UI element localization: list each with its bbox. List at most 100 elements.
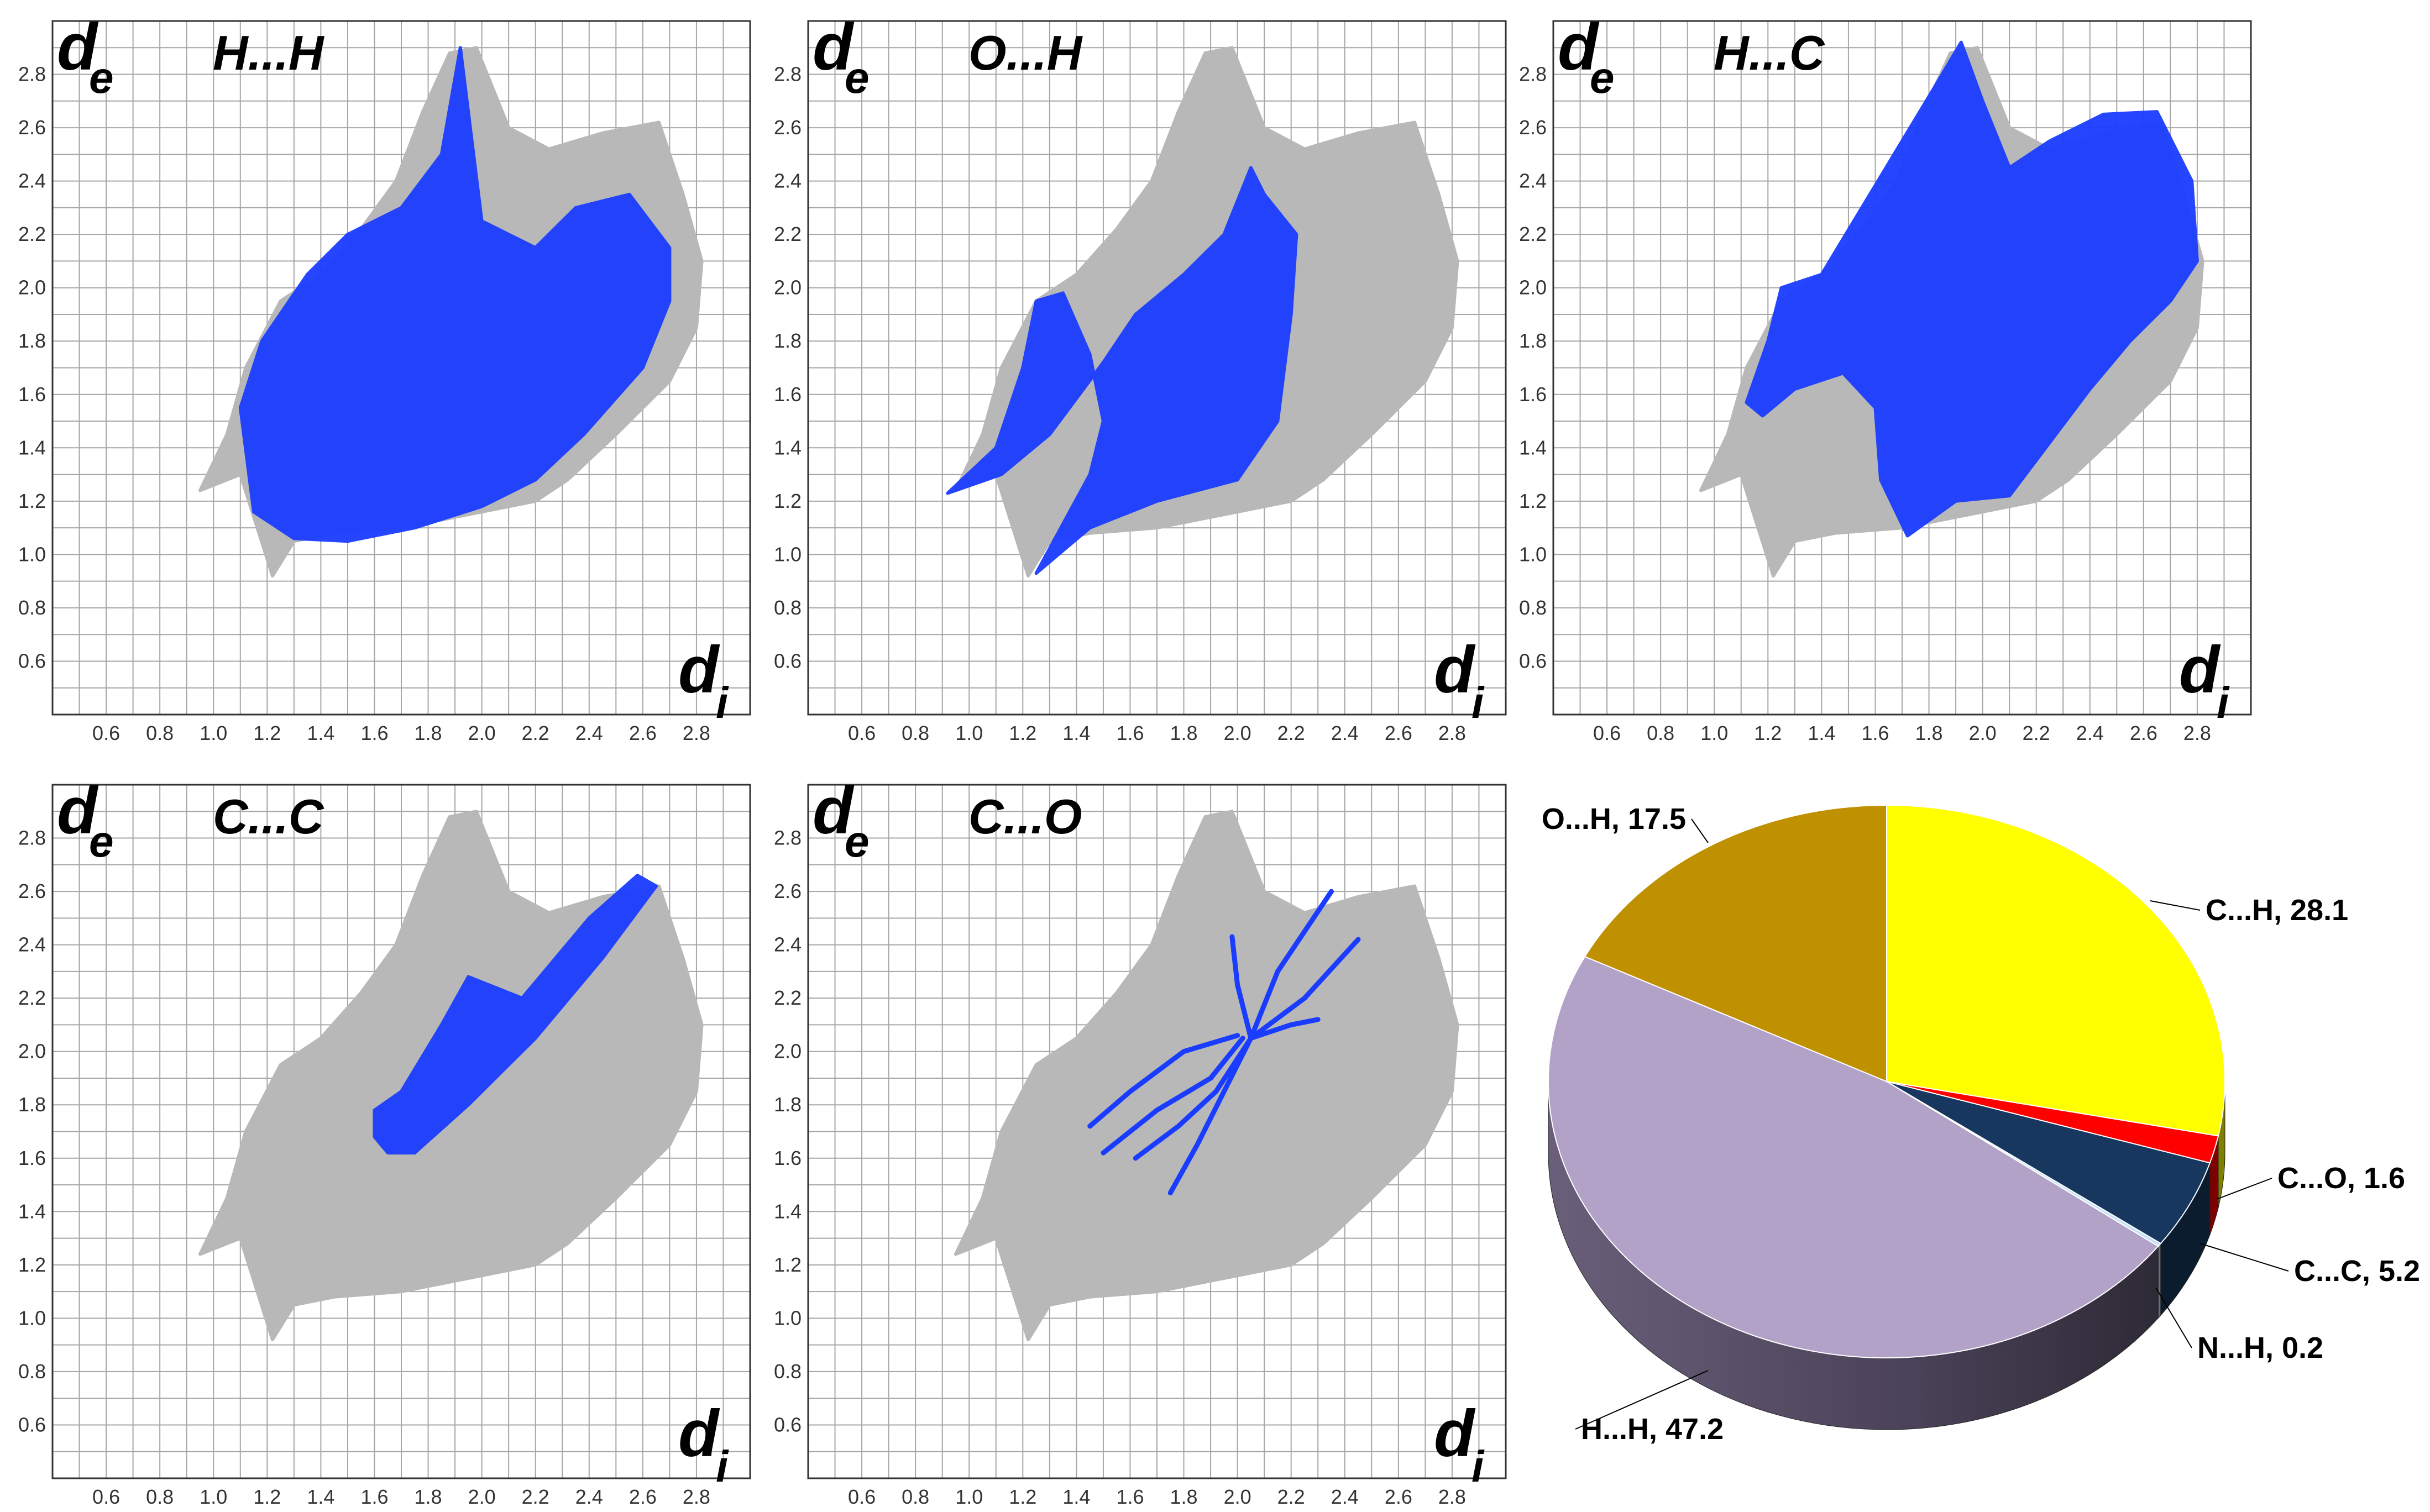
- y-tick-label: 0.8: [1519, 596, 1547, 619]
- y-tick-label: 2.8: [774, 827, 802, 849]
- x-tick-label: 1.4: [1808, 722, 1835, 744]
- y-tick-label: 1.4: [774, 1200, 802, 1222]
- x-tick-label: 1.8: [1170, 722, 1198, 744]
- series-full-fingerprint: [954, 810, 1459, 1341]
- x-axis-label: d: [678, 1397, 720, 1471]
- series-line: [1229, 934, 1254, 1041]
- y-tick-label: 1.2: [1519, 490, 1547, 512]
- x-tick-label: 2.0: [468, 722, 496, 744]
- x-tick-label: 2.4: [1331, 722, 1359, 744]
- pie-leader-line: [2155, 1287, 2192, 1348]
- x-tick-label: 2.6: [629, 722, 657, 744]
- x-axis-label: d: [1434, 633, 1476, 707]
- series-highlighted-contacts: [946, 166, 1298, 575]
- x-tick-label: 1.6: [360, 722, 388, 744]
- y-tick-label: 1.2: [774, 1253, 802, 1276]
- y-tick-label: 1.6: [1519, 383, 1547, 406]
- y-tick-label: 1.6: [774, 1147, 802, 1169]
- x-axis-label: d: [2179, 633, 2221, 707]
- x-tick-label: 1.6: [360, 1485, 388, 1508]
- series-line: [1133, 1036, 1254, 1161]
- y-tick-label: 2.4: [1519, 170, 1547, 192]
- x-tick-label: 2.2: [522, 1485, 549, 1508]
- series-region: [946, 166, 1298, 575]
- y-tick-label: 2.8: [18, 827, 46, 849]
- y-tick-label: 1.4: [774, 436, 802, 459]
- series-highlighted-contacts: [1745, 40, 2199, 538]
- x-tick-label: 1.2: [1754, 722, 1782, 744]
- y-tick-label: 2.8: [774, 63, 802, 86]
- y-tick-label: 2.4: [18, 170, 46, 192]
- x-tick-label: 0.8: [902, 722, 929, 744]
- x-tick-label: 1.2: [253, 722, 281, 744]
- pie-leader-line: [1691, 818, 1709, 843]
- x-tick-label: 2.2: [522, 722, 549, 744]
- plot-title: H...H: [213, 25, 325, 80]
- y-tick-label: 2.6: [18, 116, 46, 139]
- series-line: [1248, 937, 1361, 1041]
- y-tick-label: 2.8: [18, 63, 46, 86]
- y-axis-label: d: [57, 10, 99, 84]
- y-tick-label: 2.2: [1519, 223, 1547, 245]
- y-tick-label: 2.6: [774, 116, 802, 139]
- y-tick-label: 1.8: [774, 1093, 802, 1116]
- y-tick-label: 1.8: [774, 329, 802, 352]
- pie-labels: C...H, 28.1 C...O, 1.6 C...C, 5.2 N...H, 0.…: [1542, 802, 2420, 1446]
- x-tick-label: 1.0: [1700, 722, 1728, 744]
- y-tick-label: 2.0: [1519, 276, 1547, 299]
- y-tick-label: 1.0: [774, 543, 802, 565]
- x-tick-label: 1.2: [253, 1485, 281, 1508]
- x-tick-label: 1.8: [1170, 1485, 1198, 1508]
- x-tick-label: 2.0: [1224, 1485, 1251, 1508]
- x-tick-label: 0.8: [146, 722, 174, 744]
- y-tick-label: 0.8: [774, 596, 802, 619]
- x-tick-label: 1.2: [1009, 1485, 1036, 1508]
- fingerprint-plot-c-c: 0.6 0.8 1.0 1.2 1.4 1.6 1.8 2.0 2.2 2.4 2.6 2.8 0.6 0…: [18, 774, 751, 1508]
- y-tick-label: 0.6: [18, 649, 46, 672]
- y-axis-label-subscript: e: [89, 53, 114, 102]
- plot-frame: [51, 784, 751, 1479]
- y-tick-label: 1.8: [1519, 329, 1547, 352]
- y-tick-label: 1.6: [18, 1147, 46, 1169]
- x-tick-label: 2.8: [1438, 722, 1466, 744]
- y-tick-label: 1.2: [18, 1253, 46, 1276]
- x-tick-label: 2.8: [683, 722, 710, 744]
- y-tick-label: 1.0: [1519, 543, 1547, 565]
- series-region: [1745, 40, 2199, 538]
- x-tick-label: 0.6: [848, 722, 876, 744]
- pie-label-n-h: N...H, 0.2: [2197, 1331, 2323, 1364]
- series-line: [1167, 1036, 1254, 1195]
- plot-title: O...H: [968, 25, 1083, 80]
- x-tick-label: 1.0: [200, 722, 227, 744]
- x-axis-label: d: [1434, 1397, 1476, 1471]
- y-tick-label: 2.4: [774, 170, 802, 192]
- pie-label-c-c: C...C, 5.2: [2294, 1254, 2420, 1288]
- x-tick-label: 2.6: [1385, 1485, 1412, 1508]
- pie-label-h-h: H...H, 47.2: [1581, 1413, 1724, 1446]
- y-tick-label: 1.0: [18, 1306, 46, 1329]
- x-tick-label: 1.8: [415, 1485, 442, 1508]
- pie-slice-c-c: [1886, 1081, 2211, 1245]
- y-tick-label: 2.2: [18, 986, 46, 1009]
- y-tick-label: 0.8: [18, 1360, 46, 1383]
- plot-frame: [807, 20, 1507, 716]
- y-tick-label: 2.6: [774, 880, 802, 902]
- x-tick-label: 1.4: [1062, 722, 1090, 744]
- plot-title: H...C: [1714, 25, 1825, 80]
- x-tick-label: 1.4: [307, 722, 334, 744]
- x-tick-label: 2.6: [1385, 722, 1412, 744]
- plot-frame: [1552, 20, 2252, 716]
- y-tick-label: 2.4: [774, 933, 802, 956]
- x-tick-label: 2.6: [629, 1485, 657, 1508]
- x-tick-label: 2.0: [1969, 722, 1997, 744]
- series-line: [1087, 1033, 1240, 1129]
- x-tick-label: 2.8: [2183, 722, 2211, 744]
- x-tick-label: 1.8: [1915, 722, 1943, 744]
- fingerprint-plot-c-o: 0.6 0.8 1.0 1.2 1.4 1.6 1.8 2.0 2.2 2.4 2.6 2.8 0.6 0…: [774, 774, 1507, 1508]
- series-highlighted-contacts: [1087, 889, 1361, 1195]
- y-tick-label: 1.4: [1519, 436, 1547, 459]
- x-tick-label: 2.8: [683, 1485, 710, 1508]
- y-tick-label: 2.2: [774, 223, 802, 245]
- series-region: [373, 874, 658, 1155]
